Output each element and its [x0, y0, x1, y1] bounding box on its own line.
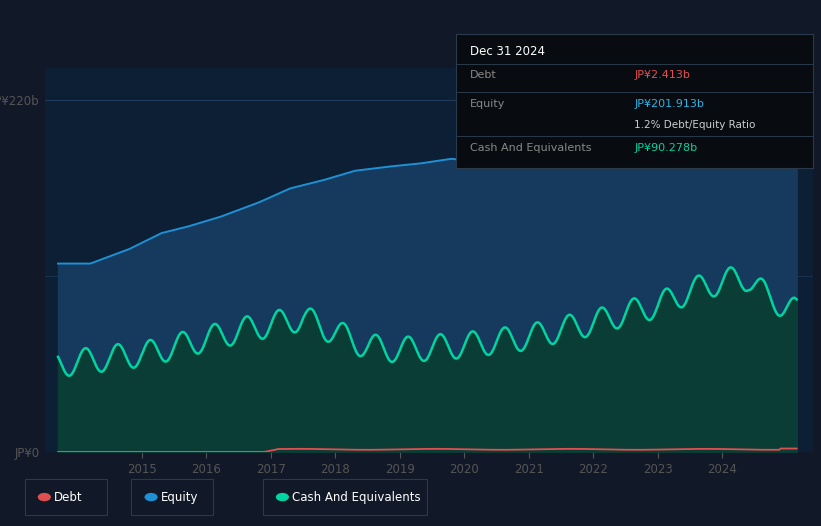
Text: JP¥201.913b: JP¥201.913b	[635, 98, 704, 108]
Text: Dec 31 2024: Dec 31 2024	[470, 45, 545, 58]
Text: Debt: Debt	[54, 491, 83, 503]
Text: Cash And Equivalents: Cash And Equivalents	[292, 491, 421, 503]
Text: Cash And Equivalents: Cash And Equivalents	[470, 143, 591, 153]
Text: Equity: Equity	[161, 491, 199, 503]
Text: Equity: Equity	[470, 98, 505, 108]
Text: Debt: Debt	[470, 70, 497, 80]
Text: 1.2% Debt/Equity Ratio: 1.2% Debt/Equity Ratio	[635, 120, 755, 130]
Text: JP¥90.278b: JP¥90.278b	[635, 143, 697, 153]
Text: JP¥2.413b: JP¥2.413b	[635, 70, 690, 80]
